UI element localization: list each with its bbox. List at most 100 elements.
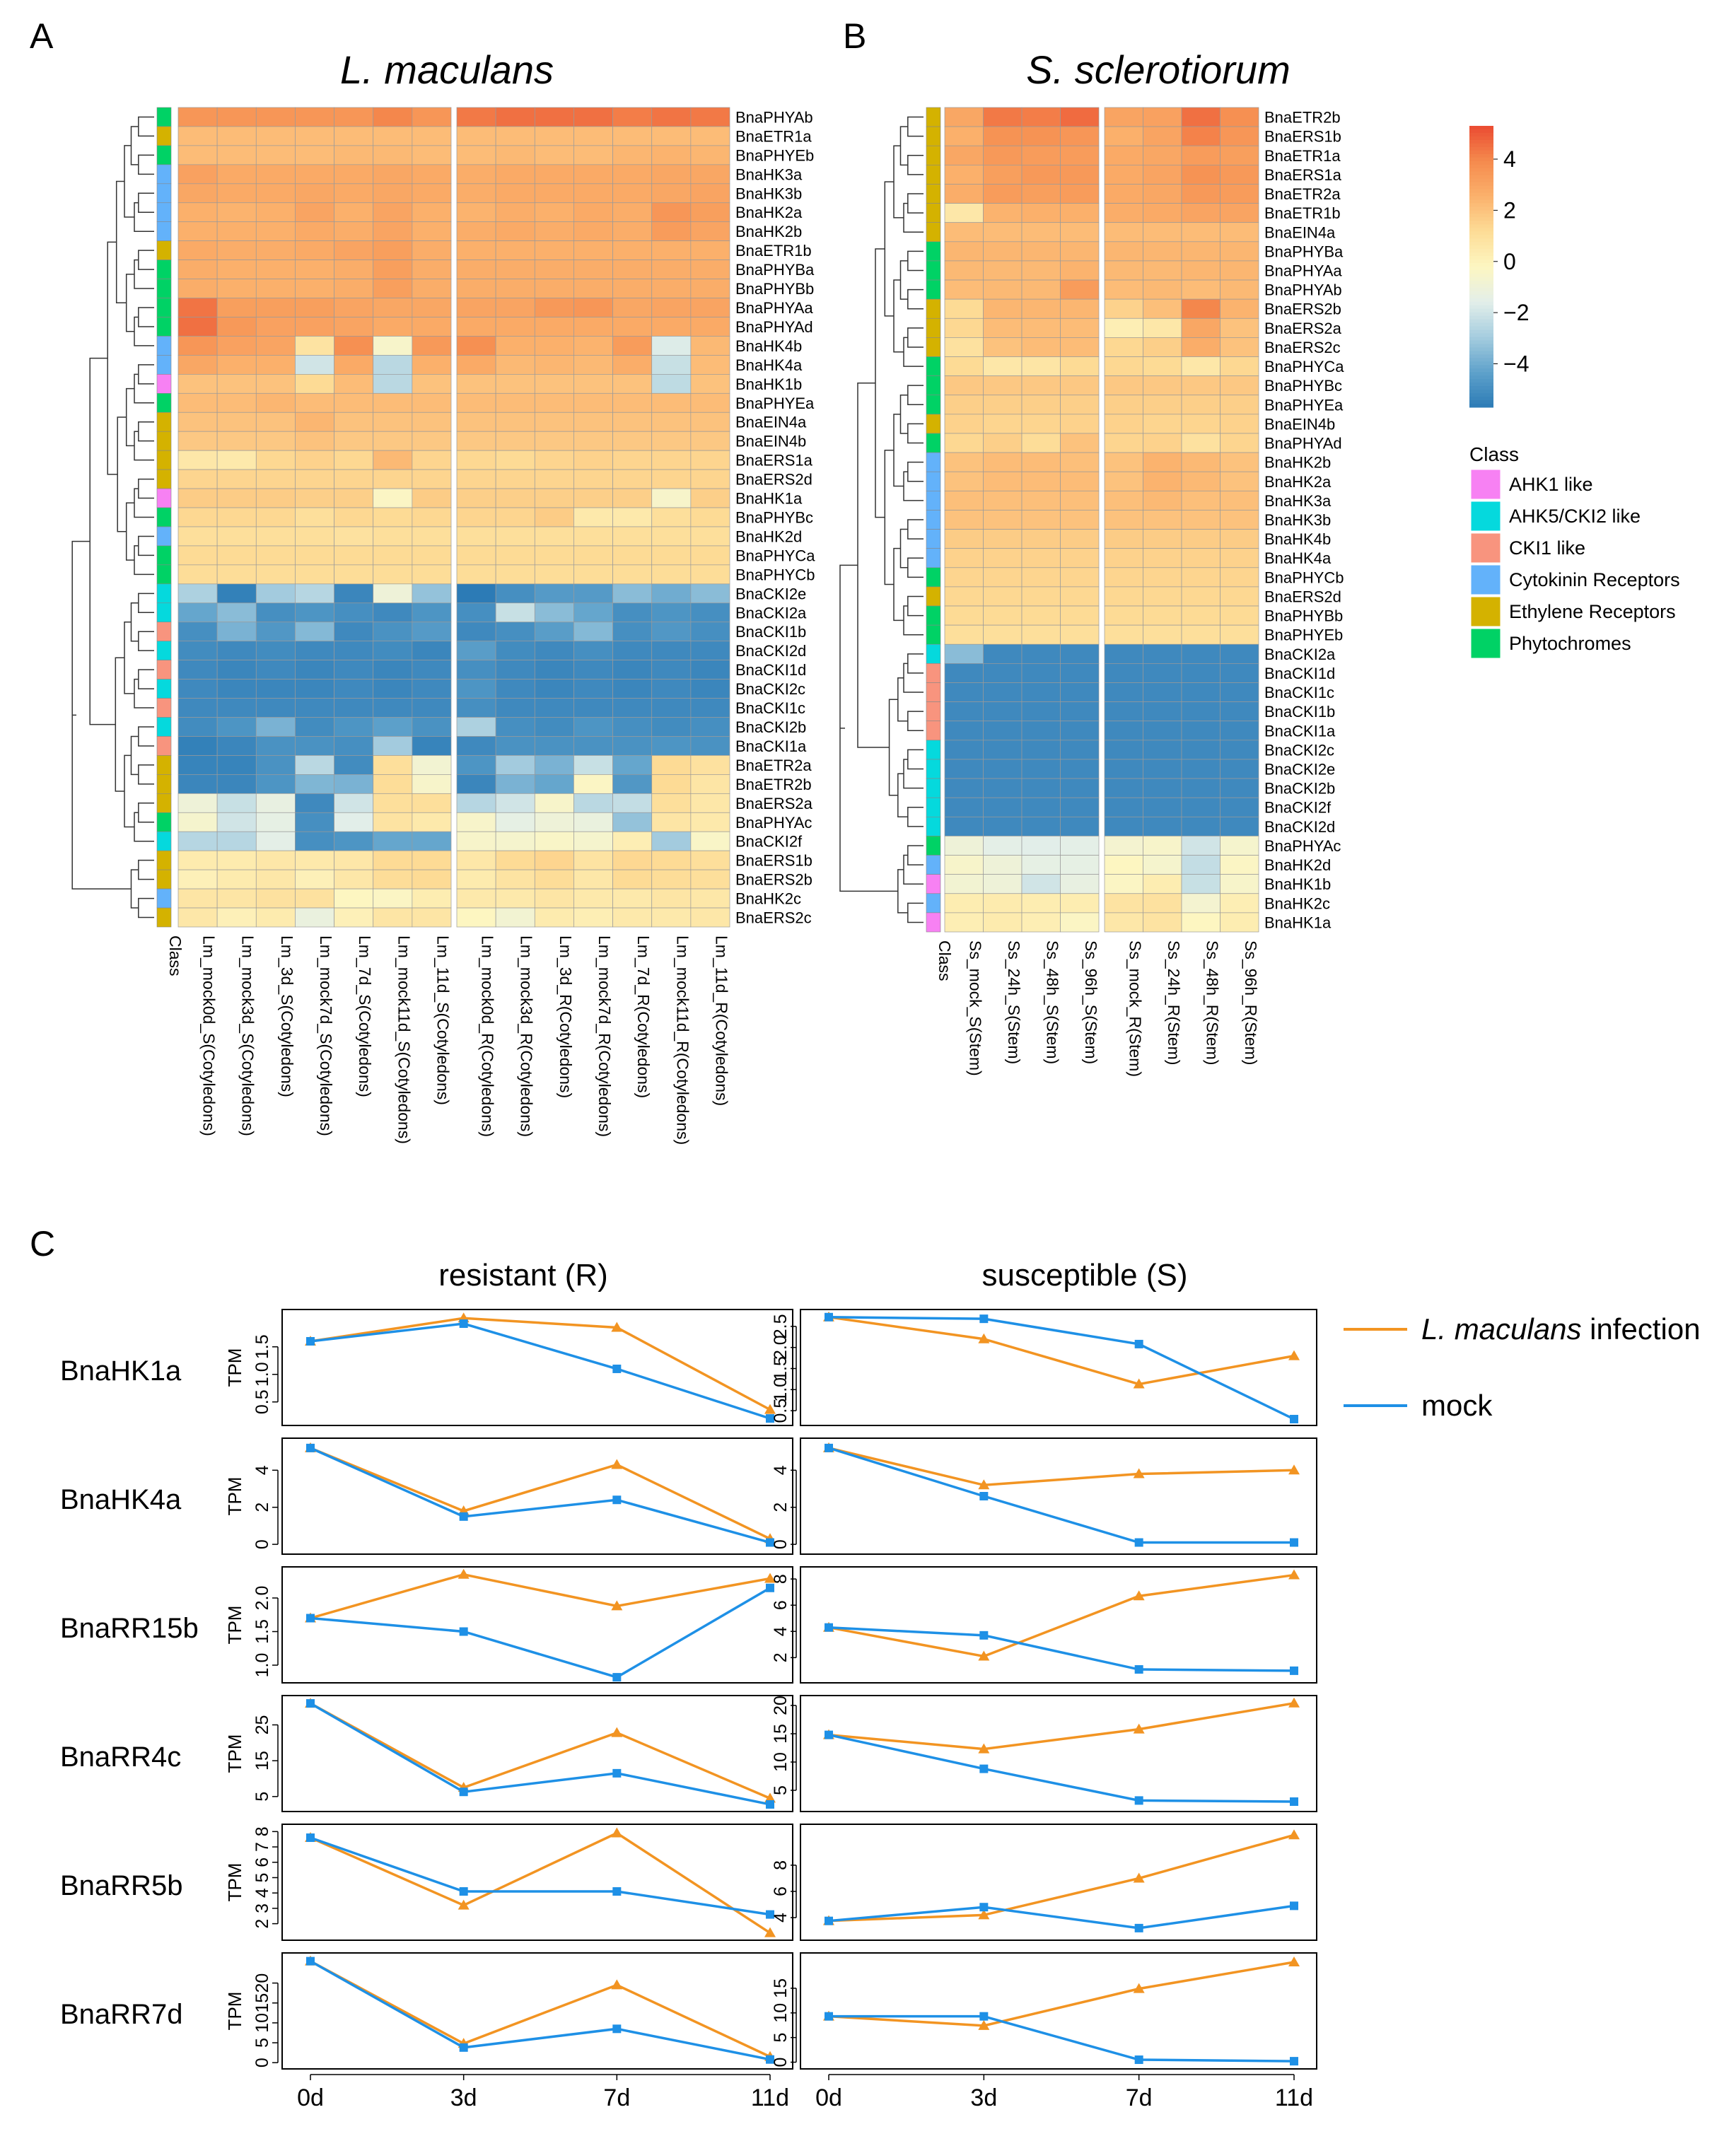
heatmap-cell [690, 888, 730, 909]
class-cell [926, 298, 941, 319]
heatmap-cell [1060, 797, 1100, 817]
color-scale-label: 2 [1503, 197, 1516, 223]
row-label-bnaphybb: BnaPHYBb [1264, 607, 1343, 625]
heatmap-cell [216, 679, 257, 699]
class-cell [926, 145, 941, 165]
heatmap-cell [216, 336, 257, 356]
heatmap-cell [412, 336, 452, 356]
heatmap-cell [651, 793, 692, 813]
heatmap-cell [216, 221, 257, 242]
heatmap-cell [456, 545, 496, 566]
heatmap-cell [983, 107, 1023, 127]
row-label-bnaetr1a: BnaETR1a [735, 127, 812, 145]
class-cell [156, 812, 172, 832]
heatmap-cell [412, 660, 452, 679]
dendrogram-branch [71, 540, 132, 889]
heatmap-cell [495, 755, 535, 775]
heatmap-cell [1143, 778, 1182, 798]
heatmap-cell [1021, 682, 1061, 702]
plot-frame [281, 1437, 793, 1555]
heatmap-cell [651, 336, 692, 356]
x-tick-label: 11d [751, 2084, 789, 2111]
heatmap-cell [651, 812, 692, 832]
heatmap-cell [612, 660, 653, 679]
dendrogram-branch [138, 535, 154, 556]
heatmap-cell [690, 202, 730, 223]
heatmap-cell [1181, 164, 1221, 185]
infection-point [611, 1727, 623, 1737]
heatmap-cell [412, 259, 452, 279]
heatmap-cell [177, 774, 218, 794]
heatmap-cell [216, 469, 257, 489]
heatmap-cell [373, 183, 413, 204]
heatmap-cell [255, 602, 296, 623]
heatmap-cell [373, 888, 413, 909]
row-label-bnacki1c: BnaCKI1c [1264, 684, 1334, 701]
heatmap-cell [1143, 395, 1182, 415]
heatmap-cell [456, 679, 496, 699]
class-cell [156, 774, 172, 794]
heatmap-cell [334, 392, 374, 413]
heatmap-cell [1021, 260, 1061, 281]
heatmap-cell [983, 452, 1023, 472]
heatmap-cell [1021, 317, 1061, 338]
y-tick-label: 5 [771, 2033, 791, 2043]
color-scale-step [1469, 344, 1493, 348]
heatmap-cell [295, 831, 334, 851]
y-tick-label: 0.5 [252, 1389, 272, 1414]
heatmap-cell [216, 317, 257, 337]
y-tick-label: 1.0 [252, 1653, 272, 1678]
class-cell [156, 431, 172, 451]
heatmap-cell [944, 126, 984, 146]
heatmap-cell [255, 392, 296, 413]
heatmap-cell [216, 869, 257, 889]
heatmap-cell [944, 279, 984, 300]
row-label-bnaphybc: BnaPHYBc [1264, 377, 1342, 395]
heatmap-cell [373, 831, 413, 851]
heatmap-cell [1181, 241, 1221, 262]
infection-line [828, 1833, 1295, 1923]
dendrogram-branch [138, 307, 154, 327]
dendrogram-branch [875, 248, 885, 518]
heatmap-cell [255, 221, 296, 242]
heatmap-cell [456, 279, 496, 298]
heatmap-cell [177, 660, 218, 679]
heatmap-cell [295, 145, 334, 165]
color-scale-step [1469, 157, 1493, 162]
dendrogram-branch [884, 449, 894, 585]
heatmap-cell [1143, 893, 1182, 914]
heatmap-cell [456, 526, 496, 547]
heatmap-cell [412, 507, 452, 527]
heatmap-cell [1060, 759, 1100, 779]
row-dendrogram [71, 116, 154, 918]
heatmap-cell [216, 240, 257, 260]
infection-line [310, 1447, 771, 1540]
heatmap-cell [1143, 721, 1182, 741]
class-legend-swatch [1470, 628, 1501, 659]
dendrogram-branch [893, 547, 904, 622]
y-tick-label: 4 [771, 1913, 791, 1923]
dendrogram-branch [899, 260, 908, 300]
dendrogram-branch [124, 754, 134, 828]
y-tick-label: 20 [252, 1973, 272, 1993]
heatmap-cell [534, 507, 574, 527]
column-label: Ss_mock_S(Stem) [966, 940, 984, 1076]
heatmap-cell [412, 622, 452, 642]
heatmap-cell [534, 526, 574, 547]
dendrogram-branch [907, 711, 924, 732]
heatmap-cell [573, 279, 613, 298]
heatmap-cell [690, 412, 730, 432]
heatmap-cell [944, 414, 984, 434]
row-label-bnaphybc: BnaPHYBc [735, 509, 813, 527]
heatmap-cell [1143, 548, 1182, 568]
infection-line [828, 1961, 1295, 2027]
heatmap-cell [1104, 893, 1143, 914]
heatmap-cell [495, 221, 535, 242]
heatmap-cell [1143, 529, 1182, 549]
infection-point [1133, 1723, 1145, 1734]
row-label-bnahk1a: BnaHK1a [735, 490, 803, 508]
heatmap-cell [651, 373, 692, 394]
row-dendrogram [839, 116, 924, 923]
heatmap-cell [690, 812, 730, 832]
heatmap-cell [1220, 107, 1259, 127]
